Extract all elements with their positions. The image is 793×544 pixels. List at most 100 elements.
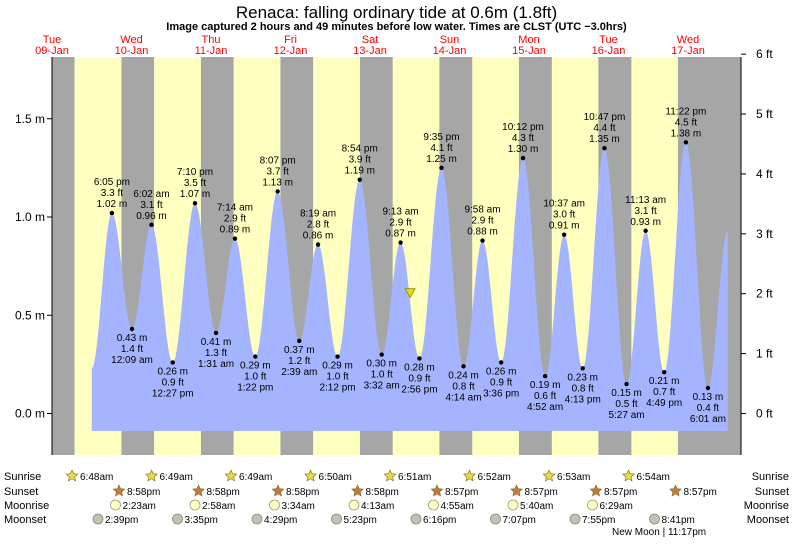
high-tide-point xyxy=(192,201,198,206)
day-date-label: 15-Jan xyxy=(512,45,546,57)
high-tide-ft-label: 4.5 ft xyxy=(675,117,697,128)
low-tide-time-label: 2:39 am xyxy=(281,367,317,378)
moonrise-icon xyxy=(587,499,598,511)
high-tide-time-label: 7:10 pm xyxy=(177,167,213,178)
high-tide-m-label: 0.93 m xyxy=(630,217,661,228)
tide-water-area xyxy=(91,142,728,432)
day-name-label: Mon xyxy=(518,34,539,46)
low-tide-point xyxy=(253,354,258,359)
sunset-time: 8:58pm xyxy=(366,487,399,498)
high-tide-time-label: 8:07 pm xyxy=(260,155,296,166)
high-tide-m-label: 1.07 m xyxy=(180,189,211,200)
high-tide-time-label: 9:58 am xyxy=(464,205,500,216)
right-axis-tick-label: 3 ft xyxy=(756,227,773,241)
sunrise-icon xyxy=(463,469,476,482)
day-date-label: 13-Jan xyxy=(353,45,387,57)
day-name-label: Tue xyxy=(599,34,618,46)
low-tide-time-label: 12:09 am xyxy=(111,355,153,366)
current-tide-marker xyxy=(404,288,416,299)
high-tide-time-label: 6:05 pm xyxy=(94,177,130,188)
sunset-time: 8:58pm xyxy=(286,487,319,498)
high-tide-point xyxy=(232,236,238,241)
moonset-time: 3:35pm xyxy=(185,515,218,526)
high-tide-point xyxy=(602,146,607,151)
low-tide-m-label: 0.30 m xyxy=(366,359,397,370)
low-tide-m-label: 0.43 m xyxy=(117,333,148,344)
high-tide-m-label: 1.30 m xyxy=(508,144,539,155)
moonset-time: 8:41pm xyxy=(662,515,695,526)
low-tide-m-label: 0.28 m xyxy=(404,362,435,373)
low-tide-ft-label: 0.8 ft xyxy=(452,381,474,392)
low-tide-m-label: 0.41 m xyxy=(201,337,232,348)
sunrise-icon xyxy=(542,469,556,482)
moonset-time: 5:23pm xyxy=(344,515,377,526)
left-axis-tick-label: 1.5 m xyxy=(15,112,45,126)
low-tide-time-label: 1:22 pm xyxy=(237,383,273,394)
low-tide-ft-label: 1.3 ft xyxy=(205,348,227,359)
low-tide-ft-label: 0.6 ft xyxy=(534,391,556,402)
moonrise-time: 2:58am xyxy=(202,501,235,512)
right-axis-tick-label: 0 ft xyxy=(756,407,773,421)
day-name-label: Thu xyxy=(202,34,221,46)
high-tide-time-label: 11:13 am xyxy=(625,195,666,206)
high-tide-m-label: 1.25 m xyxy=(426,154,457,165)
moonset-icon xyxy=(172,513,183,525)
low-tide-point xyxy=(170,360,175,365)
low-tide-m-label: 0.21 m xyxy=(649,376,680,387)
low-tide-time-label: 5:27 am xyxy=(608,410,644,421)
low-tide-point xyxy=(580,366,585,371)
moonrise-icon xyxy=(348,499,360,511)
low-tide-point xyxy=(624,381,629,387)
left-axis-tick-label: 1.0 m xyxy=(15,210,45,224)
low-tide-time-label: 1:31 am xyxy=(198,359,234,370)
high-tide-time-label: 10:37 am xyxy=(543,199,585,210)
sunset-icon xyxy=(669,484,682,497)
high-tide-time-label: 10:12 pm xyxy=(502,122,544,133)
sunrise-icon xyxy=(383,469,397,482)
low-tide-ft-label: 1.0 ft xyxy=(326,372,348,383)
high-tide-point xyxy=(357,177,362,182)
sunrise-time: 6:49am xyxy=(160,472,193,483)
high-tide-point xyxy=(439,165,444,171)
high-tide-m-label: 0.87 m xyxy=(385,229,416,240)
high-tide-ft-label: 3.0 ft xyxy=(553,210,575,221)
sunset-time: 8:57pm xyxy=(445,487,478,498)
moonrise-time: 4:55am xyxy=(441,501,474,512)
day-name-label: Sun xyxy=(440,34,460,46)
low-tide-point xyxy=(335,354,340,359)
low-tide-point xyxy=(379,352,384,357)
low-tide-point xyxy=(129,326,135,332)
low-tide-ft-label: 1.2 ft xyxy=(288,356,310,367)
sunrise-icon xyxy=(224,469,238,482)
low-tide-time-label: 4:52 am xyxy=(527,402,563,413)
high-tide-point xyxy=(520,155,526,161)
sunrise-time: 6:54am xyxy=(637,472,670,483)
row-label-right-sunset: Sunset xyxy=(755,486,789,498)
sunset-time: 8:58pm xyxy=(127,487,160,498)
high-tide-point xyxy=(561,232,567,237)
moonrise-icon xyxy=(507,499,519,511)
moon-phase-note: New Moon | 11:17pm xyxy=(612,527,706,538)
high-tide-m-label: 1.38 m xyxy=(671,128,702,139)
moonrise-icon xyxy=(110,499,121,511)
high-tide-time-label: 10:47 pm xyxy=(584,112,626,123)
row-label-right-sunrise: Sunrise xyxy=(752,471,789,483)
moonset-time: 6:16pm xyxy=(423,515,456,526)
moonset-time: 4:29pm xyxy=(264,515,297,526)
low-tide-time-label: 3:32 am xyxy=(364,381,400,392)
low-tide-m-label: 0.19 m xyxy=(530,380,561,391)
day-date-label: 16-Jan xyxy=(592,45,626,57)
high-tide-m-label: 0.96 m xyxy=(136,211,167,222)
high-tide-ft-label: 3.9 ft xyxy=(349,155,371,166)
sunset-time: 8:57pm xyxy=(525,487,558,498)
low-tide-ft-label: 0.4 ft xyxy=(697,403,719,414)
high-tide-ft-label: 2.9 ft xyxy=(471,216,493,227)
high-tide-point xyxy=(643,228,648,233)
low-tide-ft-label: 1.0 ft xyxy=(244,372,266,383)
day-date-label: 17-Jan xyxy=(671,45,705,57)
high-tide-ft-label: 2.9 ft xyxy=(389,218,411,229)
chart-title: Renaca: falling ordinary tide at 0.6m (1… xyxy=(236,3,557,22)
moonrise-time: 2:23am xyxy=(123,501,156,512)
low-tide-m-label: 0.13 m xyxy=(693,392,724,403)
moonset-icon xyxy=(490,513,501,525)
